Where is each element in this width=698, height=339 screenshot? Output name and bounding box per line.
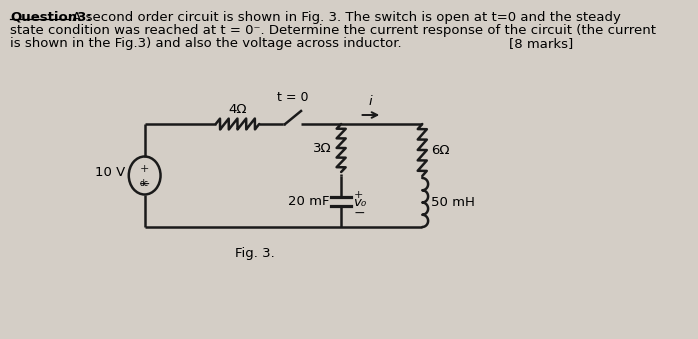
Text: Question3:: Question3: [10, 11, 91, 24]
Text: [8 marks]: [8 marks] [510, 37, 574, 50]
Text: is shown in the Fig.3) and also the voltage across inductor.: is shown in the Fig.3) and also the volt… [10, 37, 401, 50]
Text: +: + [354, 191, 363, 200]
Text: −: − [354, 205, 365, 219]
Text: 6Ω: 6Ω [431, 143, 449, 157]
Text: dc: dc [140, 179, 149, 187]
Text: 50 mH: 50 mH [431, 196, 475, 209]
Text: 4Ω: 4Ω [228, 103, 246, 116]
Text: state condition was reached at t = 0⁻. Determine the current response of the cir: state condition was reached at t = 0⁻. D… [10, 24, 656, 37]
Text: A second order circuit is shown in Fig. 3. The switch is open at t=0 and the ste: A second order circuit is shown in Fig. … [68, 11, 621, 24]
Text: t = 0: t = 0 [277, 91, 309, 104]
Text: 10 V: 10 V [95, 166, 126, 179]
Text: 20 mF: 20 mF [288, 195, 329, 208]
Text: i: i [369, 95, 373, 108]
Text: 3Ω: 3Ω [313, 141, 331, 155]
Text: −: − [139, 177, 151, 191]
Text: Fig. 3.: Fig. 3. [235, 247, 275, 260]
Text: v₀: v₀ [353, 196, 366, 209]
Text: +: + [140, 163, 149, 174]
